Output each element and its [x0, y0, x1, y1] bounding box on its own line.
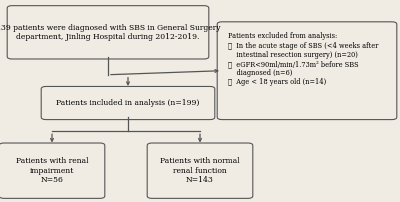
- FancyBboxPatch shape: [41, 86, 215, 120]
- FancyBboxPatch shape: [147, 143, 253, 198]
- Text: Patients with renal
impairment
N=56: Patients with renal impairment N=56: [16, 158, 88, 184]
- Text: Patients excluded from analysis:
➤  In the acute stage of SBS (<4 weeks after
  : Patients excluded from analysis: ➤ In th…: [228, 32, 378, 86]
- Text: Patients with normal
renal function
N=143: Patients with normal renal function N=14…: [160, 158, 240, 184]
- FancyBboxPatch shape: [217, 22, 397, 120]
- FancyBboxPatch shape: [0, 143, 105, 198]
- FancyBboxPatch shape: [7, 6, 209, 59]
- Text: Patients included in analysis (n=199): Patients included in analysis (n=199): [56, 99, 200, 107]
- Text: 239 patients were diagnosed with SBS in General Surgery
department, Jinling Hosp: 239 patients were diagnosed with SBS in …: [0, 24, 220, 41]
